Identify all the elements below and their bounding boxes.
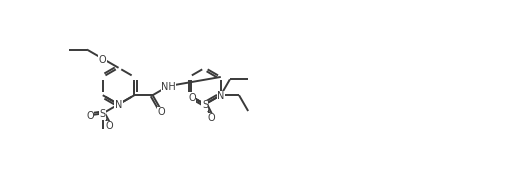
Text: O: O [188,93,196,103]
Text: O: O [105,121,113,131]
Text: O: O [158,107,166,117]
Text: O: O [86,111,94,121]
Text: N: N [217,91,224,101]
Text: O: O [208,113,215,123]
Text: S: S [202,100,208,110]
Text: O: O [99,55,106,65]
Text: NH: NH [161,82,176,92]
Text: N: N [115,100,122,110]
Text: S: S [100,109,106,119]
